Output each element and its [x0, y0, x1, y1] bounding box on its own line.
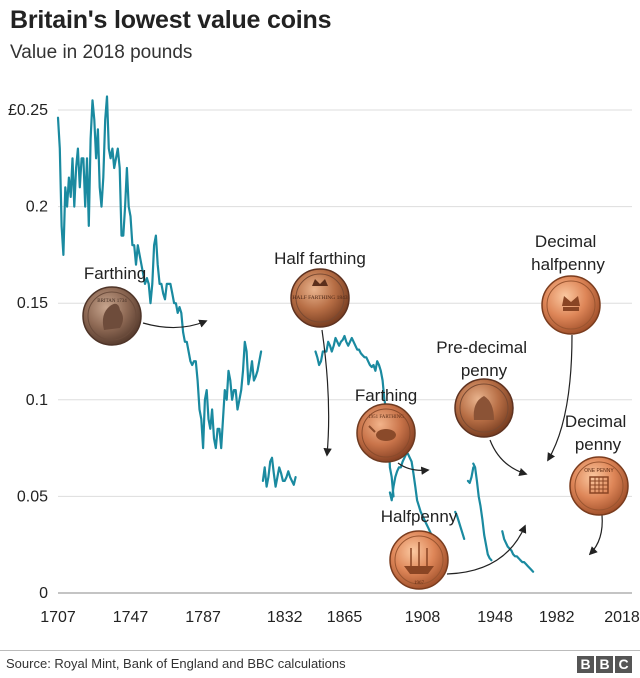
- wren-farthing-coin-icon: 1951 FARTHING: [356, 403, 416, 463]
- label-decimal-penny: Decimal penny: [565, 412, 631, 454]
- chart-title: Britain's lowest value coins: [10, 6, 332, 34]
- coin-value-chart: 0 0.05 0.1 0.15 0.2 £0.25 1707 1747 1787 1832 186…: [8, 95, 640, 626]
- penny-arrow: [489, 439, 528, 477]
- half-farthing-coin-icon: HALF FARTHING 1843: [290, 268, 350, 328]
- chart-footer: Source: Royal Mint, Bank of England and …: [0, 650, 640, 678]
- decimal-penny-coin-icon: ONE PENNY: [569, 456, 629, 516]
- label-half-farthing: Half farthing: [274, 249, 366, 268]
- x-tick-label: 1832: [267, 609, 303, 626]
- series-lines: [56, 95, 535, 573]
- svg-text:1951 FARTHING: 1951 FARTHING: [368, 415, 404, 420]
- svg-text:1967: 1967: [414, 581, 425, 586]
- y-tick-label: 0: [39, 585, 48, 602]
- y-tick-label: 0.1: [26, 392, 48, 409]
- x-axis-ticks: 1707 1747 1787 1832 1865 1908 1948 1982 2018: [40, 609, 640, 626]
- penny-coin-icon: [454, 378, 514, 438]
- svg-text:HALF FARTHING 1843: HALF FARTHING 1843: [292, 295, 347, 301]
- annotation-arrows: [142, 319, 603, 575]
- y-tick-label: 0.05: [17, 488, 48, 505]
- source-note: Source: Royal Mint, Bank of England and …: [6, 656, 346, 671]
- y-tick-label: £0.25: [8, 102, 48, 119]
- bbc-logo: B B C: [577, 656, 632, 673]
- decimal-halfpenny-arrow: [547, 334, 573, 462]
- halfpenny-arrow: [446, 524, 527, 575]
- y-tick-label: 0.15: [17, 295, 48, 312]
- x-tick-label: 1787: [185, 609, 221, 626]
- series-line: [314, 334, 395, 498]
- grid-lines: [58, 109, 632, 594]
- x-tick-label: 1747: [113, 609, 149, 626]
- label-halfpenny: Halfpenny: [381, 507, 458, 526]
- series-line: [454, 510, 466, 540]
- farthing-arrow: [142, 319, 208, 329]
- series-line: [56, 95, 263, 450]
- x-tick-label: 2018: [604, 609, 640, 626]
- label-pre-decimal-penny: Pre-decimal penny: [436, 338, 531, 380]
- y-tick-label: 0.2: [26, 199, 48, 216]
- series-line: [501, 530, 535, 573]
- wren-farthing-arrow: [397, 462, 430, 475]
- svg-text:ONE PENNY: ONE PENNY: [584, 468, 614, 474]
- farthing-coin-icon: BRITAN 1734: [82, 286, 142, 346]
- x-tick-label: 1707: [40, 609, 76, 626]
- x-tick-label: 1908: [405, 609, 441, 626]
- decimal-halfpenny-coin-icon: [541, 275, 601, 335]
- halfpenny-coin-icon: 1967: [389, 530, 449, 590]
- x-tick-label: 1865: [327, 609, 363, 626]
- x-tick-label: 1982: [539, 609, 575, 626]
- decimal-penny-arrow: [588, 514, 603, 556]
- logo-letter: B: [577, 656, 594, 673]
- label-wren-farthing: Farthing: [355, 386, 417, 405]
- logo-letter: B: [596, 656, 613, 673]
- y-axis-ticks: 0 0.05 0.1 0.15 0.2 £0.25: [8, 102, 48, 602]
- annotation-labels: Farthing Half farthing Farthing Pre-deci…: [84, 232, 631, 526]
- label-decimal-halfpenny: Decimal halfpenny: [531, 232, 605, 274]
- half-farthing-arrow: [321, 329, 332, 457]
- svg-text:BRITAN 1734: BRITAN 1734: [97, 299, 127, 304]
- series-line: [261, 456, 297, 488]
- series-line: [466, 466, 475, 484]
- x-tick-label: 1948: [477, 609, 513, 626]
- label-farthing: Farthing: [84, 264, 146, 283]
- logo-letter: C: [615, 656, 632, 673]
- series-line: [472, 462, 493, 562]
- chart-subtitle: Value in 2018 pounds: [10, 42, 193, 63]
